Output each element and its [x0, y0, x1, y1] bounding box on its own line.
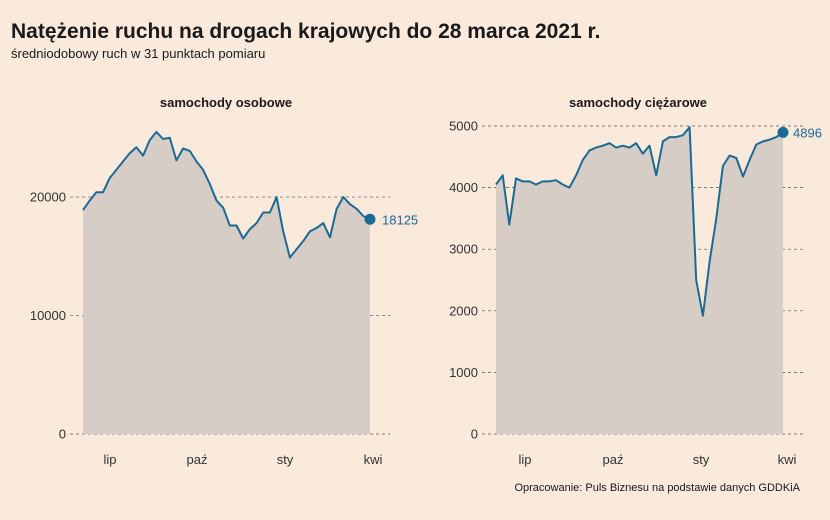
end-point	[777, 126, 789, 138]
y-tick-label: 20000	[30, 190, 66, 205]
y-tick-label: 0	[471, 427, 478, 442]
series-area	[496, 127, 783, 434]
y-tick-label: 4000	[449, 180, 478, 195]
chart-subtitle: średniodobowy ruch w 31 punktach pomiaru	[11, 46, 266, 61]
end-value-label: 4896	[793, 125, 822, 140]
y-tick-label: 0	[59, 427, 66, 442]
x-tick-label: paź	[187, 452, 208, 467]
y-tick-label: 2000	[449, 303, 478, 318]
panel-title: samochody ciężarowe	[569, 95, 707, 110]
series-line	[495, 126, 784, 317]
panel-title: samochody osobowe	[160, 95, 292, 110]
panel-passenger-cars: samochody osobowe 0 10000 20000 18125 lip paź s…	[30, 95, 418, 467]
x-tick-label: sty	[693, 452, 710, 467]
end-value-label: 18125	[382, 212, 418, 227]
y-tick-label: 10000	[30, 308, 66, 323]
x-tick-label: lip	[518, 452, 531, 467]
series-area	[83, 131, 370, 434]
end-point	[364, 213, 376, 225]
x-tick-label: lip	[103, 452, 116, 467]
y-tick-label: 1000	[449, 365, 478, 380]
x-tick-label: kwi	[778, 452, 797, 467]
y-tick-label: 5000	[449, 119, 478, 134]
x-tick-label: sty	[277, 452, 294, 467]
panel-trucks: samochody ciężarowe 0 1000 2000 3000 4000 5000…	[449, 95, 822, 467]
source-note: Opracowanie: Puls Biznesu na podstawie d…	[514, 482, 800, 494]
series-line	[82, 130, 371, 259]
x-tick-label: kwi	[364, 452, 383, 467]
y-tick-label: 3000	[449, 242, 478, 257]
x-tick-label: paź	[603, 452, 624, 467]
chart-title: Natężenie ruchu na drogach krajowych do …	[11, 20, 601, 43]
